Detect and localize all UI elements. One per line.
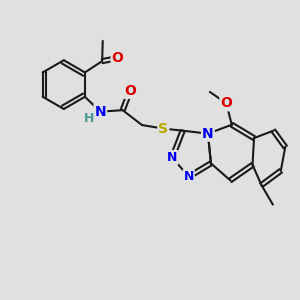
Text: N: N [94, 105, 106, 119]
Text: N: N [167, 151, 178, 164]
Text: N: N [184, 170, 194, 183]
Text: O: O [220, 96, 232, 110]
Text: S: S [158, 122, 168, 136]
Text: N: N [202, 127, 214, 141]
Text: O: O [112, 51, 124, 65]
Text: O: O [124, 84, 136, 98]
Text: H: H [84, 112, 94, 125]
